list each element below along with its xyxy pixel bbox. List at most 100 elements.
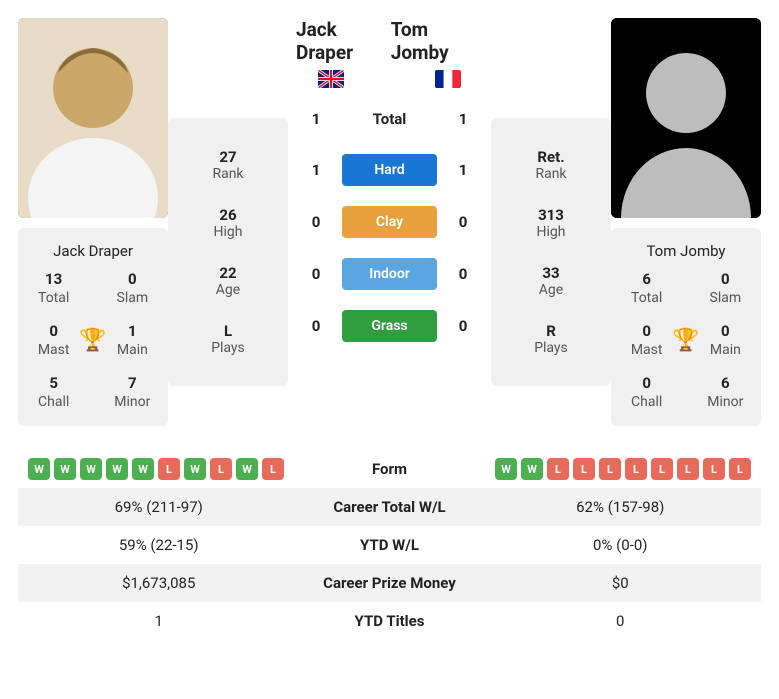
ytd-wl-p1: 59% (22-15): [28, 536, 290, 554]
ytd-wl-row: 59% (22-15) YTD W/L 0% (0-0): [18, 526, 761, 564]
form-chip[interactable]: L: [729, 458, 751, 480]
p2-main: 0Main: [700, 322, 751, 358]
p1-flag-icon: [318, 70, 344, 88]
form-row: WWWWWLWLWL Form WWLLLLLLLL: [18, 450, 761, 488]
h2h-total-label: Total: [336, 104, 443, 134]
form-chip[interactable]: W: [236, 458, 258, 480]
h2h-hard-label[interactable]: Hard: [342, 154, 437, 186]
h2h-grass-p1: 0: [296, 317, 336, 335]
p1-stat-column: 27Rank 26High 22Age LPlays: [168, 18, 288, 386]
p2-name[interactable]: Tom Jomby: [391, 18, 483, 64]
h2h-indoor-p2: 0: [443, 265, 483, 283]
form-chip[interactable]: L: [210, 458, 232, 480]
h2h-clay-p1: 0: [296, 213, 336, 231]
form-chip[interactable]: L: [599, 458, 621, 480]
form-chip[interactable]: W: [80, 458, 102, 480]
career-wl-p2: 62% (157-98): [490, 498, 752, 516]
p1-photo: [18, 18, 168, 218]
h2h-grass-p2: 0: [443, 317, 483, 335]
p1-main: 1Main: [107, 322, 158, 358]
form-chip[interactable]: W: [106, 458, 128, 480]
p2-mast: 0Mast: [621, 322, 672, 358]
p1-rank: 27Rank: [168, 136, 288, 194]
h2h-clay-p2: 0: [443, 213, 483, 231]
ytd-titles-p2: 0: [490, 612, 752, 630]
ytd-wl-p2: 0% (0-0): [490, 536, 752, 554]
p1-career-name[interactable]: Jack Draper: [28, 242, 158, 260]
p1-high: 26High: [168, 194, 288, 252]
p2-stat-column: Ret.Rank 313High 33Age RPlays: [491, 18, 611, 386]
form-chip[interactable]: L: [262, 458, 284, 480]
p1-name[interactable]: Jack Draper: [296, 18, 391, 64]
p1-total: 13Total: [28, 270, 79, 306]
form-chip[interactable]: L: [625, 458, 647, 480]
p1-slam: 0Slam: [107, 270, 158, 306]
form-label: Form: [290, 460, 490, 478]
p2-career-card: Tom Jomby 6Total 0Slam 0Mast 🏆 0Main 0Ch…: [611, 228, 761, 426]
p2-rank: Ret.Rank: [491, 136, 611, 194]
p2-minor: 6Minor: [700, 374, 751, 410]
career-wl-row: 69% (211-97) Career Total W/L 62% (157-9…: [18, 488, 761, 526]
player-names: Jack Draper Tom Jomby: [296, 18, 483, 64]
p1-stat-card: 27Rank 26High 22Age LPlays: [168, 118, 288, 386]
p2-flag-icon: [435, 70, 461, 88]
h2h-clay-row: 0 Clay 0: [296, 206, 483, 238]
form-chip[interactable]: L: [677, 458, 699, 480]
prize-p1: $1,673,085: [28, 574, 290, 592]
h2h-total-row: 1 Total 1: [296, 104, 483, 134]
h2h-column: Jack Draper Tom Jomby 1 Total 1 1 Hard 1…: [288, 18, 491, 352]
p2-column: Tom Jomby 6Total 0Slam 0Mast 🏆 0Main 0Ch…: [611, 18, 761, 426]
p1-column: Jack Draper 13Total 0Slam 0Mast 🏆 1Main …: [18, 18, 168, 426]
form-chip[interactable]: L: [651, 458, 673, 480]
h2h-grass-label[interactable]: Grass: [342, 310, 437, 342]
h2h-grass-row: 0 Grass 0: [296, 310, 483, 342]
p2-total: 6Total: [621, 270, 672, 306]
h2h-clay-label[interactable]: Clay: [342, 206, 437, 238]
form-chip[interactable]: L: [158, 458, 180, 480]
h2h-indoor-row: 0 Indoor 0: [296, 258, 483, 290]
form-chip[interactable]: W: [184, 458, 206, 480]
prize-label: Career Prize Money: [290, 574, 490, 592]
p1-photo-placeholder: [18, 18, 168, 218]
p1-career-grid: 13Total 0Slam 0Mast 🏆 1Main 5Chall 7Mino…: [28, 270, 158, 410]
form-chip[interactable]: W: [28, 458, 50, 480]
p2-slam: 0Slam: [700, 270, 751, 306]
form-chip[interactable]: L: [573, 458, 595, 480]
p2-career-name[interactable]: Tom Jomby: [621, 242, 751, 260]
p1-minor: 7Minor: [107, 374, 158, 410]
p2-plays: RPlays: [491, 310, 611, 368]
form-chip[interactable]: W: [521, 458, 543, 480]
p2-form: WWLLLLLLLL: [490, 458, 752, 480]
p1-career-card: Jack Draper 13Total 0Slam 0Mast 🏆 1Main …: [18, 228, 168, 426]
trophy-icon: 🏆: [79, 328, 106, 353]
top-section: Jack Draper 13Total 0Slam 0Mast 🏆 1Main …: [18, 18, 761, 426]
h2h-indoor-p1: 0: [296, 265, 336, 283]
p1-form: WWWWWLWLWL: [28, 458, 290, 480]
bottom-table: WWWWWLWLWL Form WWLLLLLLLL 69% (211-97) …: [18, 450, 761, 640]
p1-plays: LPlays: [168, 310, 288, 368]
form-chip[interactable]: L: [703, 458, 725, 480]
form-chip[interactable]: W: [54, 458, 76, 480]
p2-high: 313High: [491, 194, 611, 252]
form-chip[interactable]: W: [132, 458, 154, 480]
form-chip[interactable]: W: [495, 458, 517, 480]
h2h-hard-p1: 1: [296, 161, 336, 179]
p2-photo: [611, 18, 761, 218]
h2h-indoor-label[interactable]: Indoor: [342, 258, 437, 290]
h2h-total-p1: 1: [296, 110, 336, 128]
ytd-titles-row: 1 YTD Titles 0: [18, 602, 761, 640]
ytd-titles-p1: 1: [28, 612, 290, 630]
p1-chall: 5Chall: [28, 374, 79, 410]
flags-row: [296, 70, 483, 88]
h2h-total-p2: 1: [443, 110, 483, 128]
p2-chall: 0Chall: [621, 374, 672, 410]
h2h-hard-row: 1 Hard 1: [296, 154, 483, 186]
trophy-icon: 🏆: [672, 328, 699, 353]
prize-p2: $0: [490, 574, 752, 592]
ytd-titles-label: YTD Titles: [290, 612, 490, 630]
form-chip[interactable]: L: [547, 458, 569, 480]
p1-age: 22Age: [168, 252, 288, 310]
p2-photo-silhouette-icon: [611, 18, 761, 218]
p2-age: 33Age: [491, 252, 611, 310]
ytd-wl-label: YTD W/L: [290, 536, 490, 554]
